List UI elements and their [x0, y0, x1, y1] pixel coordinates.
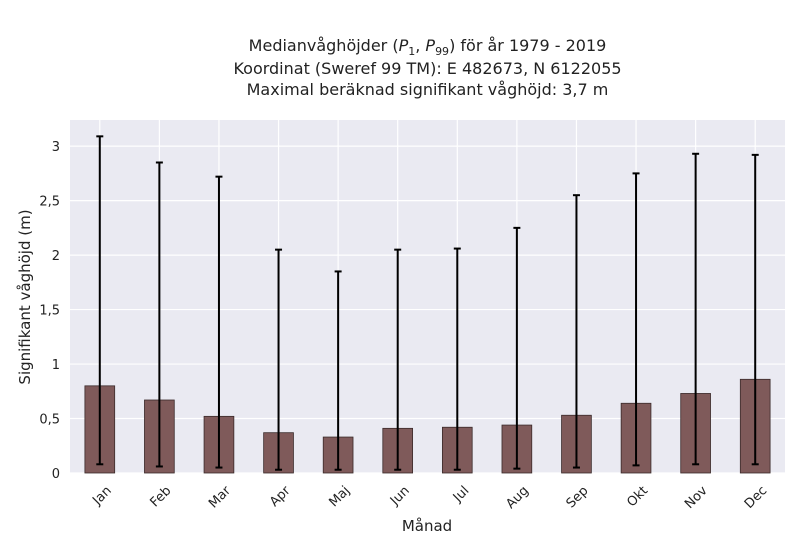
errorbar-maj — [334, 270, 342, 471]
x-tick-label-sep: Sep — [564, 483, 592, 511]
x-tick-label-mar: Mar — [206, 483, 234, 511]
y-tick-label-layer: 0 0,5 1 1,5 2 2,5 3 — [39, 140, 60, 482]
y-tick-label: 3 — [52, 140, 60, 155]
x-tick-label-jul: Jul — [450, 483, 472, 505]
errorbar-nov — [692, 152, 700, 466]
errorbar-jul — [453, 247, 461, 471]
errorbar-mar — [215, 175, 223, 469]
x-tick-label-aug: Aug — [503, 483, 532, 512]
y-tick-label: 1,5 — [39, 304, 60, 319]
chart-title-line-3: Maximal beräknad signifikant våghöjd: 3,… — [246, 80, 609, 99]
x-axis-label: Månad — [402, 517, 452, 535]
y-tick-label: 1 — [52, 358, 60, 373]
errorbar-dec — [751, 153, 759, 466]
y-tick-label: 2 — [52, 249, 60, 264]
chart-title-line-1: Medianvåghöjder (P1, P99) för år 1979 - … — [0, 36, 800, 58]
x-tick-label-maj: Maj — [326, 483, 353, 510]
y-tick-label: 0,5 — [39, 413, 60, 428]
plot-background — [70, 120, 785, 473]
y-tick-label: 0 — [52, 467, 60, 482]
errorbar-jun — [394, 248, 402, 471]
x-tick-label-nov: Nov — [682, 483, 711, 512]
x-tick-label-apr: Apr — [267, 483, 294, 510]
y-axis-label: Signifikant våghöjd (m) — [16, 209, 34, 384]
x-tick-label-feb: Feb — [148, 483, 175, 510]
x-tick-label-jan: Jan — [89, 483, 114, 508]
errorbar-aug — [513, 226, 521, 470]
errorbar-layer — [96, 135, 759, 471]
x-tick-label-okt: Okt — [624, 483, 651, 510]
x-tick-label-layer: Jan Feb Mar Apr Maj Jun Jul Aug Sep Okt Nov Dec — [89, 483, 770, 512]
errorbar-sep — [572, 194, 580, 469]
errorbar-apr — [275, 248, 283, 471]
x-tick-label-jun: Jun — [387, 483, 413, 509]
x-tick-label-dec: Dec — [742, 483, 770, 511]
errorbar-feb — [155, 161, 163, 468]
y-tick-label: 2,5 — [39, 195, 60, 210]
chart-title-line-1-text: Medianvåghöjder (P1, P99) för år 1979 - … — [248, 36, 607, 59]
errorbar-okt — [632, 172, 640, 467]
errorbar-jan — [96, 135, 104, 466]
chart-title-line-2: Koordinat (Sweref 99 TM): E 482673, N 61… — [233, 59, 622, 78]
